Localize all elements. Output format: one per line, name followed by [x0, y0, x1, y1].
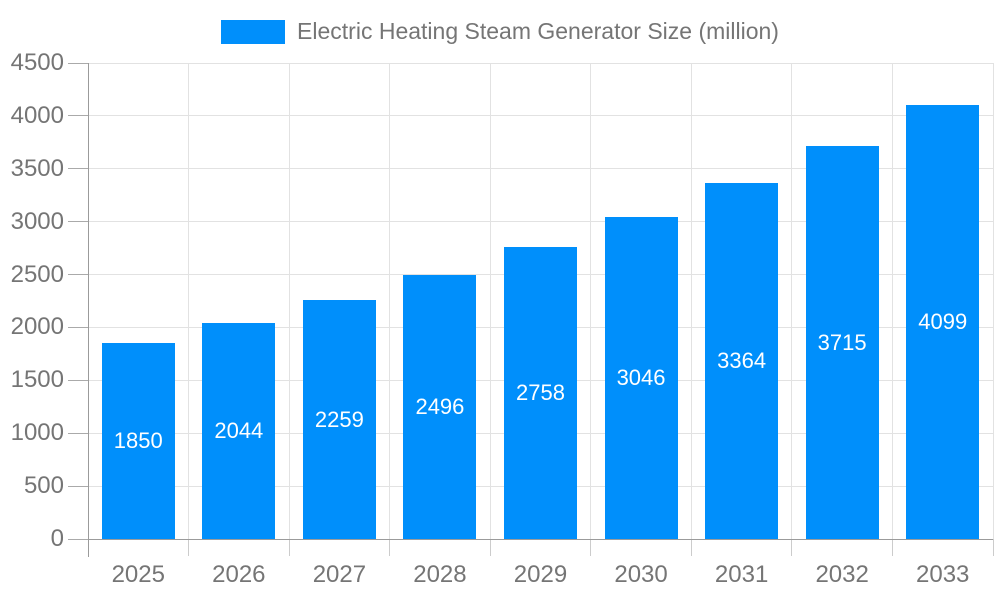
y-axis-tick — [68, 168, 88, 170]
x-axis-label-2025: 2025 — [111, 561, 165, 588]
bar-2029[interactable] — [504, 247, 577, 539]
y-axis-tick-label: 1500 — [10, 366, 64, 394]
y-gridline — [88, 115, 993, 117]
y-axis-tick-label: 4000 — [10, 101, 64, 129]
bar-value-label: 1850 — [113, 428, 163, 454]
y-axis-tick-label: 3500 — [10, 154, 64, 182]
bar-value-label: 4099 — [918, 309, 968, 335]
x-axis-tick — [891, 539, 893, 556]
y-gridline — [88, 168, 993, 170]
x-axis-tick — [791, 539, 793, 556]
y-axis-tick — [68, 221, 88, 223]
bar-2026[interactable] — [202, 322, 276, 539]
bar-2031[interactable] — [705, 183, 779, 539]
x-axis-tick — [690, 539, 692, 556]
x-gridline — [288, 63, 290, 539]
x-gridline — [389, 63, 391, 539]
bar-value-label: 2758 — [516, 380, 565, 406]
x-axis-label-2033: 2033 — [916, 561, 970, 588]
x-axis-tick — [489, 539, 491, 556]
y-axis-tick-label: 4500 — [10, 49, 64, 76]
bar-value-label: 2044 — [214, 417, 264, 443]
bar-value-label: 3715 — [817, 329, 867, 355]
bar-2027[interactable] — [302, 300, 376, 539]
y-axis-tick — [68, 62, 88, 64]
y-axis-tick — [68, 115, 88, 117]
y-gridline — [88, 221, 993, 223]
y-axis-line — [87, 63, 89, 557]
x-gridline — [590, 63, 592, 539]
x-axis-label-2032: 2032 — [815, 561, 869, 588]
y-gridline — [88, 62, 993, 64]
x-axis-tick — [992, 539, 994, 556]
x-axis-label-2029: 2029 — [513, 561, 568, 588]
y-axis-tick — [68, 485, 88, 487]
x-axis-tick — [288, 539, 290, 556]
x-gridline — [791, 63, 793, 539]
x-axis-label-2026: 2026 — [212, 561, 266, 588]
x-gridline — [690, 63, 692, 539]
bar-value-label: 2496 — [415, 393, 465, 419]
y-axis-tick-label: 2000 — [10, 313, 64, 341]
x-axis-label-2031: 2031 — [714, 561, 769, 588]
y-axis-tick — [68, 274, 88, 276]
y-axis-tick-label: 1000 — [10, 419, 64, 447]
legend-label: Electric Heating Steam Generator Size (m… — [297, 18, 779, 44]
y-axis-tick — [68, 432, 88, 434]
legend[interactable]: Electric Heating Steam Generator Size (m… — [0, 18, 1000, 45]
x-axis-line — [88, 538, 993, 540]
y-axis-tick-label: 3000 — [10, 207, 64, 235]
x-axis-label-2028: 2028 — [413, 561, 467, 588]
bar-2033[interactable] — [906, 105, 980, 539]
bar-2025[interactable] — [101, 343, 175, 539]
x-gridline — [188, 63, 190, 539]
x-axis-label-2030: 2030 — [614, 561, 668, 588]
x-gridline — [489, 63, 491, 539]
y-axis-tick-label: 500 — [23, 472, 64, 500]
y-axis-tick — [68, 538, 88, 540]
bar-value-label: 2259 — [314, 406, 364, 432]
bar-value-label: 3364 — [717, 348, 767, 374]
bar-2032[interactable] — [805, 146, 879, 539]
bar-2030[interactable] — [604, 216, 678, 539]
x-axis-tick — [590, 539, 592, 556]
x-gridline — [992, 63, 994, 539]
y-axis-tick — [68, 379, 88, 381]
x-axis-tick — [389, 539, 391, 556]
x-gridline — [891, 63, 893, 539]
y-axis-tick-label: 2500 — [10, 260, 64, 288]
y-axis-tick — [68, 326, 88, 328]
bar-value-label: 3046 — [616, 364, 666, 390]
legend-swatch — [221, 19, 286, 44]
bar-2028[interactable] — [403, 274, 477, 539]
y-axis-tick-label: 0 — [50, 525, 64, 552]
x-axis-tick — [188, 539, 190, 556]
x-axis-label-2027: 2027 — [312, 561, 367, 588]
